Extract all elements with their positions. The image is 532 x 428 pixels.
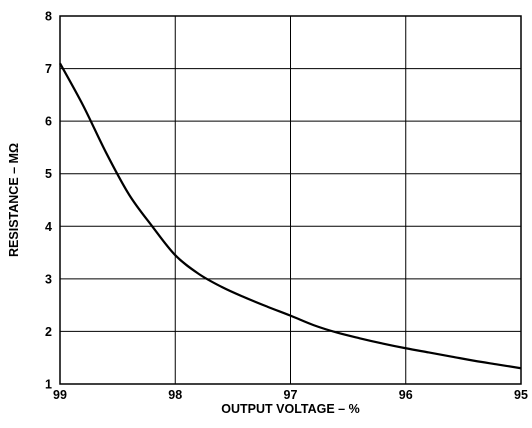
y-tick-label: 4 <box>45 220 52 234</box>
x-tick-label: 99 <box>53 388 67 402</box>
x-tick-label: 95 <box>514 388 528 402</box>
y-tick-label: 3 <box>45 272 52 286</box>
series-layer <box>59 62 522 370</box>
y-tick-labels: 1 2 3 4 5 6 7 8 <box>45 10 52 392</box>
x-tick-label: 97 <box>284 388 298 402</box>
grid-lines <box>60 16 521 384</box>
y-tick-label: 7 <box>45 62 52 76</box>
x-tick-labels: 99 98 97 96 95 <box>53 388 528 402</box>
x-tick-label: 96 <box>399 388 413 402</box>
y-tick-label: 5 <box>45 167 52 181</box>
y-tick-label: 8 <box>45 10 52 24</box>
x-axis-label: OUTPUT VOLTAGE – % <box>221 402 359 416</box>
x-tick-label: 98 <box>168 388 182 402</box>
resistance-curve <box>59 62 522 370</box>
y-tick-label: 1 <box>45 378 52 392</box>
plot-area-frame <box>59 15 522 385</box>
y-tick-label: 2 <box>45 325 52 339</box>
y-axis-label: RESISTANCE – MΩ <box>7 143 21 257</box>
y-tick-label: 6 <box>45 115 52 129</box>
